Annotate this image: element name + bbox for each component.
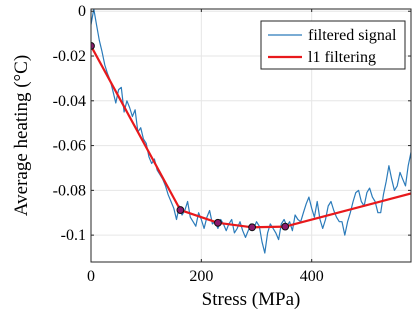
legend-label-l1-filtering: l1 filtering	[308, 49, 376, 66]
breakpoint-marker	[282, 223, 289, 230]
y-tick-label: -0.02	[53, 48, 86, 65]
y-axis-title: Average heating (°C)	[11, 55, 32, 216]
x-axis-title: Stress (MPa)	[202, 289, 301, 310]
y-tick-labels: 0 -0.02 -0.04 -0.06 -0.08 -0.1	[53, 3, 86, 244]
breakpoint-marker	[177, 207, 184, 214]
y-tick-label: -0.06	[53, 138, 86, 155]
breakpoint-marker	[214, 219, 221, 226]
x-tick-labels: 0 200 400	[87, 268, 324, 285]
y-tick-label: -0.1	[61, 227, 86, 244]
x-tick-label: 400	[300, 268, 324, 285]
x-tick-label: 0	[87, 268, 95, 285]
legend-label-filtered-signal: filtered signal	[308, 27, 397, 44]
y-tick-label: -0.08	[53, 182, 86, 199]
x-tick-label: 200	[189, 268, 213, 285]
legend: filtered signal l1 filtering	[261, 21, 405, 69]
breakpoint-marker	[249, 224, 256, 231]
y-tick-label: -0.04	[53, 93, 86, 110]
y-tick-label: 0	[78, 3, 86, 20]
